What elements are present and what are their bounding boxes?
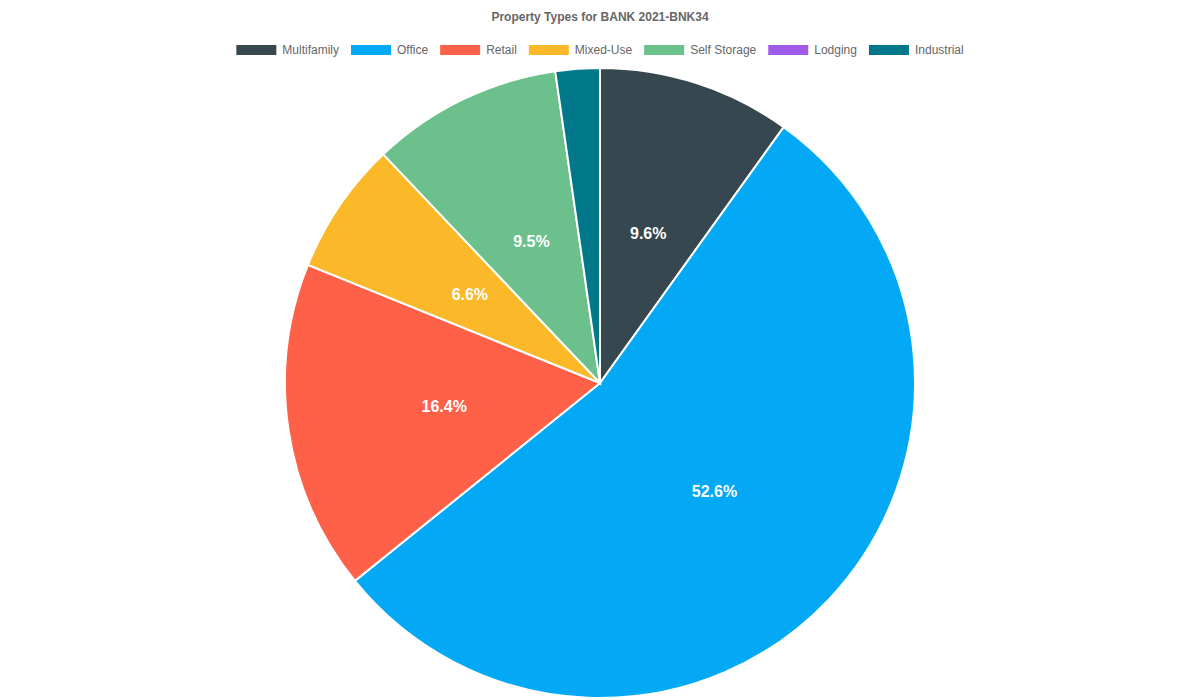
legend-label: Office bbox=[397, 43, 428, 57]
data-labels: 9.6% 52.6% 16.4% 6.6% 9.5% bbox=[422, 225, 738, 500]
data-label: 52.6% bbox=[692, 483, 737, 500]
legend-item[interactable]: Mixed-Use bbox=[529, 43, 633, 57]
legend-item[interactable]: Multifamily bbox=[236, 43, 339, 57]
slice[interactable] bbox=[555, 68, 600, 383]
legend-item[interactable]: Office bbox=[351, 43, 428, 57]
legend-label: Retail bbox=[486, 43, 517, 57]
legend-item[interactable]: Industrial bbox=[869, 43, 964, 57]
pie bbox=[285, 68, 915, 698]
chart: Property Types for BANK 2021-BNK34 Multif… bbox=[0, 0, 1200, 700]
legend-swatch bbox=[768, 45, 808, 55]
legend-swatch bbox=[869, 45, 909, 55]
legend-swatch bbox=[440, 45, 480, 55]
legend-label: Self Storage bbox=[690, 43, 756, 57]
legend: Multifamily Office Retail Mixed-Use Self Sto… bbox=[236, 43, 963, 57]
legend-item[interactable]: Self Storage bbox=[644, 43, 756, 57]
legend-swatch bbox=[644, 45, 684, 55]
legend-swatch bbox=[351, 45, 391, 55]
legend-label: Industrial bbox=[915, 43, 964, 57]
title: Property Types for BANK 2021-BNK34 bbox=[491, 10, 708, 24]
legend-label: Lodging bbox=[814, 43, 857, 57]
legend-item[interactable]: Retail bbox=[440, 43, 517, 57]
legend-label: Multifamily bbox=[282, 43, 339, 57]
legend-swatch bbox=[236, 45, 276, 55]
legend-swatch bbox=[529, 45, 569, 55]
legend-label: Mixed-Use bbox=[575, 43, 633, 57]
legend-item[interactable]: Lodging bbox=[768, 43, 857, 57]
data-label: 16.4% bbox=[422, 398, 467, 415]
data-label: 6.6% bbox=[452, 286, 488, 303]
data-label: 9.6% bbox=[630, 225, 666, 242]
data-label: 9.5% bbox=[513, 233, 549, 250]
